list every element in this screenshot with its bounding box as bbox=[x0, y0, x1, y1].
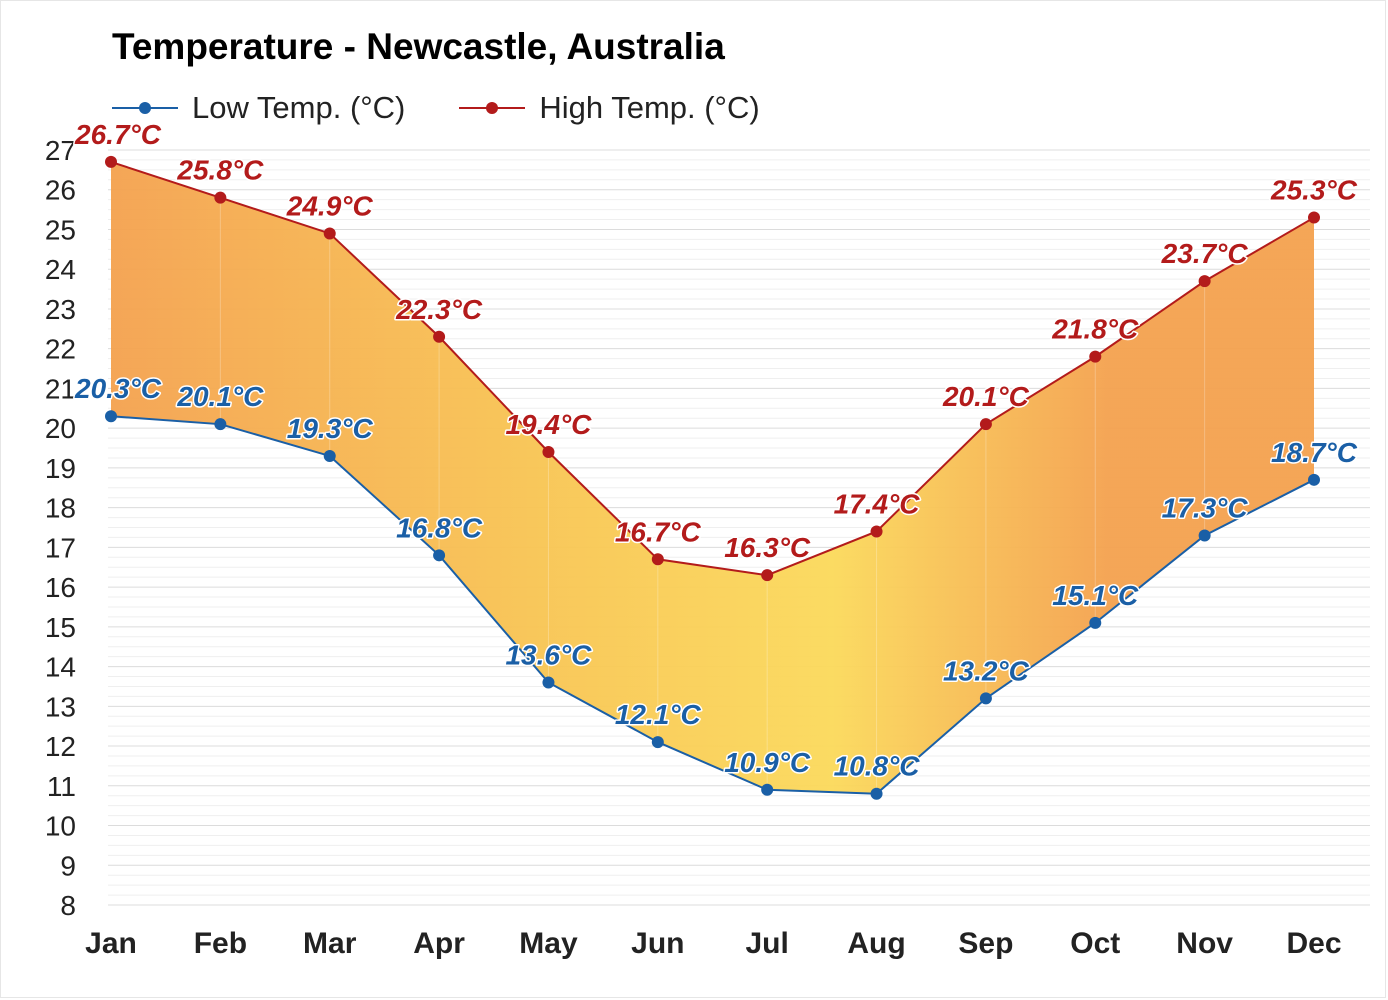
high-temp-label: 26.7°C bbox=[74, 119, 162, 150]
low-temp-label: 20.3°C bbox=[74, 373, 162, 404]
x-tick-label: Dec bbox=[1286, 927, 1341, 960]
low-temp-label: 17.3°C bbox=[1162, 492, 1249, 523]
high-temp-label: 23.7°C bbox=[1161, 238, 1249, 269]
low-temp-label: 13.2°C bbox=[943, 655, 1030, 686]
high-temp-label: 20.1°C bbox=[942, 381, 1030, 412]
high-temp-label: 21.8°C bbox=[1051, 314, 1139, 345]
low-temp-point[interactable] bbox=[542, 676, 555, 689]
low-temp-point[interactable] bbox=[214, 418, 227, 431]
legend-item-low[interactable]: Low Temp. (°C) bbox=[112, 90, 405, 126]
high-temp-point[interactable] bbox=[1308, 211, 1320, 224]
high-temp-label: 16.7°C bbox=[615, 516, 702, 547]
low-temp-point[interactable] bbox=[979, 692, 992, 705]
x-tick-label: Jul bbox=[746, 927, 789, 960]
y-tick-label: 21 bbox=[45, 373, 76, 404]
y-tick-label: 10 bbox=[45, 811, 76, 842]
x-tick-label: Mar bbox=[303, 927, 357, 960]
y-tick-label: 14 bbox=[45, 652, 76, 683]
y-tick-label: 26 bbox=[45, 175, 76, 206]
y-tick-label: 17 bbox=[45, 532, 76, 563]
high-temp-point[interactable] bbox=[433, 330, 446, 343]
y-tick-label: 9 bbox=[60, 850, 76, 881]
x-tick-label: Jan bbox=[85, 927, 137, 960]
low-temp-point[interactable] bbox=[1089, 616, 1102, 629]
high-temp-point[interactable] bbox=[1089, 350, 1102, 363]
high-temp-label: 16.3°C bbox=[724, 532, 811, 563]
x-tick-label: Feb bbox=[194, 927, 247, 960]
high-temp-line bbox=[110, 160, 1315, 577]
x-tick-label: Oct bbox=[1070, 927, 1120, 960]
low-temp-label: 16.8°C bbox=[396, 512, 483, 543]
high-temp-label: 25.8°C bbox=[176, 155, 264, 186]
high-temp-label: 19.4°C bbox=[505, 409, 592, 440]
series-lines bbox=[110, 160, 1315, 795]
high-temp-label: 22.3°C bbox=[395, 294, 483, 325]
y-tick-label: 19 bbox=[45, 453, 76, 484]
low-temp-point[interactable] bbox=[433, 549, 446, 562]
low-temp-label: 18.7°C bbox=[1271, 437, 1358, 468]
y-tick-label: 15 bbox=[45, 612, 76, 643]
high-temp-label: 17.4°C bbox=[834, 488, 921, 519]
x-tick-label: Apr bbox=[413, 927, 465, 960]
x-axis: Jan Feb Mar Apr May Jun Jul Aug Sep Oct Nov Dec bbox=[85, 927, 1341, 960]
low-temp-label: 10.8°C bbox=[834, 751, 921, 782]
data-labels: 20.3°C 20.1°C 19.3°C 16.8°C 13.6°C 12.1°C 10.9… bbox=[73, 117, 1360, 783]
x-tick-label: Nov bbox=[1176, 927, 1233, 960]
low-temp-point[interactable] bbox=[651, 736, 664, 749]
low-temp-label: 12.1°C bbox=[615, 699, 702, 730]
low-temp-point[interactable] bbox=[105, 410, 117, 423]
legend-high-label: High Temp. (°C) bbox=[539, 90, 760, 125]
data-points bbox=[105, 155, 1320, 800]
high-temp-label: 25.3°C bbox=[1270, 175, 1358, 206]
high-temp-point[interactable] bbox=[1198, 275, 1211, 288]
low-temp-label: 19.3°C bbox=[287, 413, 374, 444]
y-tick-label: 22 bbox=[45, 334, 76, 365]
y-tick-label: 16 bbox=[45, 572, 76, 603]
legend: Low Temp. (°C) High Temp. (°C) bbox=[112, 88, 760, 128]
x-tick-label: Aug bbox=[847, 927, 905, 960]
y-tick-label: 24 bbox=[45, 254, 76, 285]
y-tick-label: 27 bbox=[45, 135, 76, 166]
legend-high-marker bbox=[459, 102, 526, 114]
chart-title: Temperature - Newcastle, Australia bbox=[112, 26, 725, 67]
high-temp-point[interactable] bbox=[214, 191, 227, 204]
temperature-band bbox=[111, 161, 1314, 794]
legend-low-marker bbox=[112, 102, 178, 114]
y-axis: 8 9 10 11 12 13 14 15 16 17 18 19 20 21 22 23 24 25 26 27 bbox=[45, 135, 76, 921]
legend-low-label: Low Temp. (°C) bbox=[192, 90, 406, 125]
band-area bbox=[111, 161, 1314, 794]
high-temp-point[interactable] bbox=[651, 553, 664, 566]
low-temp-point[interactable] bbox=[1198, 529, 1211, 542]
low-temp-label: 10.9°C bbox=[724, 747, 811, 778]
x-tick-label: Sep bbox=[958, 927, 1013, 960]
low-temp-label: 20.1°C bbox=[176, 381, 264, 412]
y-tick-label: 25 bbox=[45, 214, 76, 245]
high-temp-point[interactable] bbox=[761, 569, 774, 582]
y-tick-label: 8 bbox=[60, 890, 76, 921]
low-temp-point[interactable] bbox=[323, 449, 336, 462]
low-temp-label: 15.1°C bbox=[1052, 580, 1139, 611]
high-temp-point[interactable] bbox=[979, 418, 992, 431]
low-temp-label: 13.6°C bbox=[505, 639, 592, 670]
x-tick-label: May bbox=[519, 927, 578, 960]
y-tick-label: 20 bbox=[45, 413, 76, 444]
high-temp-point[interactable] bbox=[105, 155, 117, 168]
high-temp-label: 24.9°C bbox=[286, 190, 374, 221]
high-temp-point[interactable] bbox=[323, 227, 336, 240]
x-tick-label: Jun bbox=[631, 927, 684, 960]
y-tick-label: 18 bbox=[45, 493, 76, 524]
y-tick-label: 13 bbox=[45, 691, 76, 722]
low-temp-point[interactable] bbox=[1308, 473, 1320, 486]
y-tick-label: 23 bbox=[45, 294, 76, 325]
legend-item-high[interactable]: High Temp. (°C) bbox=[459, 90, 760, 126]
high-temp-point[interactable] bbox=[870, 525, 883, 538]
low-temp-line bbox=[110, 415, 1315, 795]
low-temp-point[interactable] bbox=[761, 783, 774, 796]
high-temp-point[interactable] bbox=[542, 446, 555, 458]
y-tick-label: 12 bbox=[45, 731, 76, 762]
y-tick-label: 11 bbox=[47, 771, 76, 802]
low-temp-point[interactable] bbox=[870, 787, 883, 800]
